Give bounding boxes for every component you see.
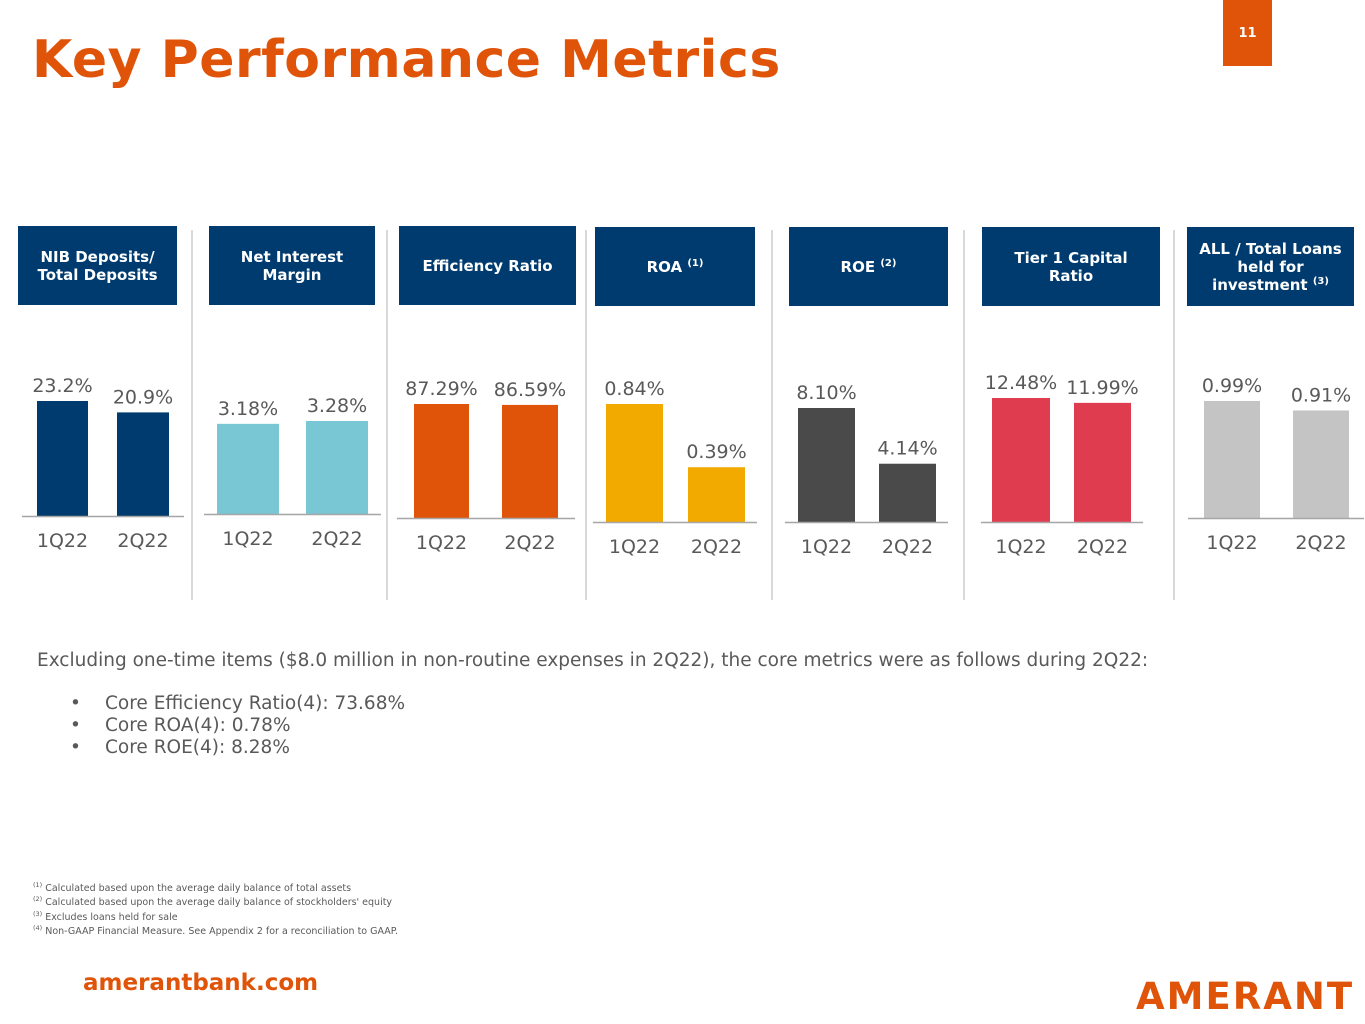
panel-header-net-interest-margin: Net Interest Margin bbox=[209, 226, 375, 305]
data-label: 0.39% bbox=[686, 441, 746, 463]
panel-header-nib-deposits: NIB Deposits/ Total Deposits bbox=[18, 226, 177, 305]
svg-text:AMERANT: AMERANT bbox=[1136, 976, 1354, 1012]
bar bbox=[1074, 402, 1131, 522]
panel-header-roa: ROA (1) bbox=[595, 227, 755, 306]
list-item: • Core ROE(4): 8.28% bbox=[70, 737, 290, 758]
data-label: 23.2% bbox=[32, 375, 92, 397]
category-label: 1Q22 bbox=[609, 536, 660, 558]
data-label: 3.28% bbox=[307, 395, 367, 417]
core-metrics-list: • Core Efficiency Ratio(4): 73.68% • Core … bbox=[70, 693, 405, 759]
footnote: (4) Non-GAAP Financial Measure. See Appen… bbox=[33, 924, 399, 938]
panel-header-tier1-capital: Tier 1 Capital Ratio bbox=[982, 227, 1160, 306]
category-label: 2Q22 bbox=[311, 528, 362, 550]
data-label: 8.10% bbox=[796, 382, 856, 404]
data-label: 0.91% bbox=[1291, 384, 1351, 406]
bar bbox=[606, 404, 663, 522]
category-label: 1Q22 bbox=[801, 536, 852, 558]
category-label: 2Q22 bbox=[1077, 536, 1128, 558]
data-label: 3.18% bbox=[218, 398, 278, 420]
bar bbox=[37, 401, 88, 516]
chart-panel: 0.84% 1Q22 0.39% 2Q22 bbox=[593, 378, 757, 558]
category-label: 1Q22 bbox=[1206, 532, 1257, 554]
panel-divider bbox=[386, 230, 388, 600]
bar bbox=[798, 408, 855, 522]
panel-header-all-total-loans: ALL / Total Loans held for investment (3… bbox=[1187, 227, 1354, 306]
panel-header-label: Efficiency Ratio bbox=[422, 256, 553, 275]
data-label: 4.14% bbox=[877, 438, 937, 460]
panel-divider bbox=[191, 230, 193, 600]
category-label: 2Q22 bbox=[1295, 532, 1346, 554]
panel-divider bbox=[963, 230, 965, 600]
category-label: 2Q22 bbox=[691, 536, 742, 558]
page-title: Key Performance Metrics bbox=[32, 30, 781, 90]
chart-panel: 0.99% 1Q22 0.91% 2Q22 bbox=[1188, 375, 1364, 554]
bar bbox=[117, 412, 169, 516]
panel-header-label: ALL / Total Loans held for investment bbox=[1199, 239, 1342, 294]
category-label: 1Q22 bbox=[995, 536, 1046, 558]
panel-header-label: ROA bbox=[646, 257, 683, 276]
chart-panel: 3.18% 1Q22 3.28% 2Q22 bbox=[204, 395, 381, 550]
bar bbox=[879, 463, 936, 522]
list-item-text: Core ROA(4): 0.78% bbox=[105, 715, 291, 736]
panel-divider bbox=[771, 230, 773, 600]
amerant-logo: AMERANT bbox=[1136, 976, 1354, 1012]
bar bbox=[992, 398, 1050, 522]
panel-divider bbox=[585, 230, 587, 600]
bar bbox=[414, 404, 469, 518]
data-label: 86.59% bbox=[494, 379, 566, 401]
data-label: 20.9% bbox=[113, 386, 173, 408]
panel-header-label: ROE bbox=[840, 257, 876, 276]
data-label: 0.99% bbox=[1202, 375, 1262, 397]
list-item-text: Core ROE(4): 8.28% bbox=[105, 737, 290, 758]
data-label: 11.99% bbox=[1066, 377, 1138, 399]
data-label: 0.84% bbox=[604, 378, 664, 400]
chart-panel: 12.48% 1Q22 11.99% 2Q22 bbox=[981, 372, 1143, 558]
chart-panel: 87.29% 1Q22 86.59% 2Q22 bbox=[397, 378, 575, 554]
panel-header-label: Tier 1 Capital Ratio bbox=[1014, 248, 1128, 285]
bar bbox=[217, 423, 279, 514]
data-label: 87.29% bbox=[405, 378, 477, 400]
footnote: (2) Calculated based upon the average dai… bbox=[33, 895, 393, 909]
footnotes: (1) Calculated based upon the average dai… bbox=[33, 880, 398, 938]
bar bbox=[688, 467, 745, 522]
footnote-ref: (2) bbox=[880, 257, 897, 269]
list-item-text: Core Efficiency Ratio(4): 73.68% bbox=[105, 693, 406, 714]
panel-divider bbox=[1173, 230, 1175, 600]
list-item: • Core Efficiency Ratio(4): 73.68% bbox=[70, 693, 406, 714]
category-label: 1Q22 bbox=[416, 532, 467, 554]
footnote: (3) Excludes loans held for sale bbox=[33, 909, 178, 924]
footnote-ref: (3) bbox=[1312, 275, 1329, 287]
footnote: (1) Calculated based upon the average dai… bbox=[33, 881, 352, 895]
data-label: 12.48% bbox=[985, 372, 1057, 394]
panel-header-efficiency-ratio: Efficiency Ratio bbox=[399, 226, 576, 305]
metrics-charts: 23.2%1Q2220.9%2Q223.18%1Q223.28%2Q2287.2… bbox=[22, 372, 1364, 558]
category-label: 2Q22 bbox=[117, 530, 168, 552]
core-metrics-note: Excluding one-time items ($8.0 million i… bbox=[37, 650, 1149, 671]
panel-header-roe: ROE (2) bbox=[789, 227, 948, 306]
bar bbox=[1204, 401, 1260, 518]
category-label: 1Q22 bbox=[222, 528, 273, 550]
panel-header-label: Net Interest Margin bbox=[240, 247, 344, 284]
bar bbox=[502, 404, 558, 518]
chart-panel: 23.2% 1Q22 20.9% 2Q22 bbox=[22, 375, 184, 552]
website-link[interactable]: amerantbank.com bbox=[83, 970, 319, 996]
category-label: 1Q22 bbox=[37, 530, 88, 552]
footnote-ref: (1) bbox=[687, 257, 704, 269]
category-label: 2Q22 bbox=[882, 536, 933, 558]
panel-header-label: NIB Deposits/ Total Deposits bbox=[37, 247, 158, 284]
list-item: • Core ROA(4): 0.78% bbox=[70, 715, 291, 736]
bar bbox=[306, 421, 368, 514]
category-label: 2Q22 bbox=[504, 532, 555, 554]
bar bbox=[1293, 410, 1349, 518]
chart-panel: 8.10% 1Q22 4.14% 2Q22 bbox=[785, 382, 948, 558]
page-number: 11 bbox=[1223, 0, 1272, 66]
